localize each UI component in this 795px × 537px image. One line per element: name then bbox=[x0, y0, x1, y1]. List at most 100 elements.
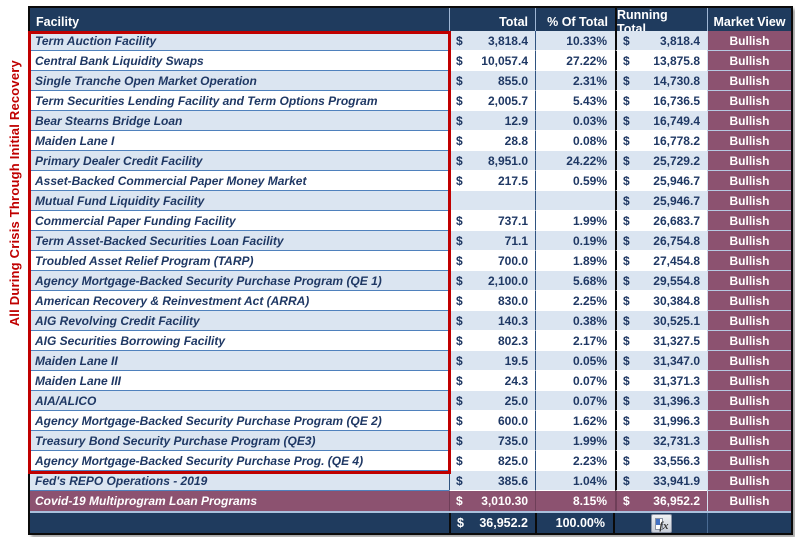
market-view-cell[interactable]: Bullish bbox=[707, 31, 791, 51]
total-cell[interactable]: $ 830.0 bbox=[449, 291, 535, 311]
percent-of-total-cell[interactable]: 0.07% bbox=[535, 371, 615, 391]
total-cell[interactable]: $ 8,951.0 bbox=[449, 151, 535, 171]
total-cell[interactable]: $ 855.0 bbox=[449, 71, 535, 91]
running-total-cell[interactable]: $ 30,384.8 bbox=[615, 291, 707, 311]
market-view-cell[interactable]: Bullish bbox=[707, 491, 791, 511]
percent-of-total-cell[interactable]: 1.89% bbox=[535, 251, 615, 271]
total-cell[interactable]: $ 25.0 bbox=[449, 391, 535, 411]
percent-of-total-cell[interactable]: 8.15% bbox=[535, 491, 615, 511]
autosum-fx-smart-tag-button[interactable]: fx bbox=[650, 513, 672, 533]
market-view-cell[interactable]: Bullish bbox=[707, 451, 791, 471]
percent-of-total-cell[interactable]: 5.43% bbox=[535, 91, 615, 111]
total-cell[interactable]: $ 700.0 bbox=[449, 251, 535, 271]
running-total-cell[interactable]: $ 25,946.7 bbox=[615, 171, 707, 191]
total-cell[interactable]: $ 217.5 bbox=[449, 171, 535, 191]
running-total-cell[interactable]: $ 27,454.8 bbox=[615, 251, 707, 271]
grand-total-percent-cell[interactable]: 100.00% bbox=[535, 513, 615, 533]
running-total-cell[interactable]: $ 36,952.2 bbox=[615, 491, 707, 511]
facility-cell[interactable]: Single Tranche Open Market Operation bbox=[30, 71, 449, 91]
running-total-cell[interactable]: $ 31,396.3 bbox=[615, 391, 707, 411]
running-total-cell[interactable]: $ 16,778.2 bbox=[615, 131, 707, 151]
market-view-cell[interactable]: Bullish bbox=[707, 111, 791, 131]
running-total-cell[interactable]: $ 29,554.8 bbox=[615, 271, 707, 291]
total-cell[interactable]: $ 140.3 bbox=[449, 311, 535, 331]
percent-of-total-cell[interactable]: 0.05% bbox=[535, 351, 615, 371]
facility-cell[interactable]: Troubled Asset Relief Program (TARP) bbox=[30, 251, 449, 271]
facility-cell[interactable]: Central Bank Liquidity Swaps bbox=[30, 51, 449, 71]
facility-cell[interactable]: Agency Mortgage-Backed Security Purchase… bbox=[30, 451, 449, 471]
percent-of-total-cell[interactable]: 27.22% bbox=[535, 51, 615, 71]
market-view-cell[interactable]: Bullish bbox=[707, 411, 791, 431]
running-total-cell[interactable]: $ 16,736.5 bbox=[615, 91, 707, 111]
running-total-cell[interactable]: $ 3,818.4 bbox=[615, 31, 707, 51]
market-view-cell[interactable]: Bullish bbox=[707, 211, 791, 231]
market-view-cell[interactable]: Bullish bbox=[707, 431, 791, 451]
total-cell[interactable]: $ 802.3 bbox=[449, 331, 535, 351]
facility-cell[interactable]: Maiden Lane II bbox=[30, 351, 449, 371]
market-view-cell[interactable]: Bullish bbox=[707, 391, 791, 411]
facility-cell[interactable]: American Recovery & Reinvestment Act (AR… bbox=[30, 291, 449, 311]
facility-cell[interactable]: Maiden Lane I bbox=[30, 131, 449, 151]
percent-of-total-cell[interactable]: 0.07% bbox=[535, 391, 615, 411]
total-cell[interactable]: $ 28.8 bbox=[449, 131, 535, 151]
percent-of-total-cell[interactable]: 2.25% bbox=[535, 291, 615, 311]
total-cell[interactable]: $ 600.0 bbox=[449, 411, 535, 431]
facility-cell[interactable]: AIG Securities Borrowing Facility bbox=[30, 331, 449, 351]
facility-cell[interactable]: Treasury Bond Security Purchase Program … bbox=[30, 431, 449, 451]
facility-cell[interactable]: Term Securities Lending Facility and Ter… bbox=[30, 91, 449, 111]
total-cell[interactable]: $ 2,005.7 bbox=[449, 91, 535, 111]
market-view-cell[interactable]: Bullish bbox=[707, 191, 791, 211]
column-header-percent-of-total[interactable]: % Of Total bbox=[535, 8, 615, 36]
facility-cell[interactable]: Term Asset-Backed Securities Loan Facili… bbox=[30, 231, 449, 251]
facility-cell[interactable]: Term Auction Facility bbox=[30, 31, 449, 51]
running-total-cell[interactable]: $ 31,371.3 bbox=[615, 371, 707, 391]
market-view-cell[interactable]: Bullish bbox=[707, 151, 791, 171]
facility-cell[interactable]: Fed's REPO Operations - 2019 bbox=[30, 471, 449, 491]
running-total-cell[interactable]: $ 16,749.4 bbox=[615, 111, 707, 131]
percent-of-total-cell[interactable]: 24.22% bbox=[535, 151, 615, 171]
facility-cell[interactable]: Asset-Backed Commercial Paper Money Mark… bbox=[30, 171, 449, 191]
running-total-cell[interactable]: $ 31,327.5 bbox=[615, 331, 707, 351]
total-cell[interactable]: $ 2,100.0 bbox=[449, 271, 535, 291]
running-total-cell[interactable]: $ 25,729.2 bbox=[615, 151, 707, 171]
market-view-cell[interactable]: Bullish bbox=[707, 271, 791, 291]
facility-cell[interactable]: Mutual Fund Liquidity Facility bbox=[30, 191, 449, 211]
market-view-cell[interactable]: Bullish bbox=[707, 131, 791, 151]
total-cell[interactable]: $ 24.3 bbox=[449, 371, 535, 391]
market-view-cell[interactable]: Bullish bbox=[707, 311, 791, 331]
running-total-cell[interactable]: $ 26,683.7 bbox=[615, 211, 707, 231]
market-view-cell[interactable]: Bullish bbox=[707, 251, 791, 271]
total-cell[interactable]: $ 12.9 bbox=[449, 111, 535, 131]
percent-of-total-cell[interactable]: 10.33% bbox=[535, 31, 615, 51]
percent-of-total-cell[interactable]: 0.08% bbox=[535, 131, 615, 151]
facility-cell[interactable]: Commercial Paper Funding Facility bbox=[30, 211, 449, 231]
running-total-cell[interactable]: $ 14,730.8 bbox=[615, 71, 707, 91]
market-view-cell[interactable]: Bullish bbox=[707, 371, 791, 391]
running-total-cell[interactable]: $ 13,875.8 bbox=[615, 51, 707, 71]
total-cell[interactable]: $ 71.1 bbox=[449, 231, 535, 251]
facility-cell[interactable]: Bear Stearns Bridge Loan bbox=[30, 111, 449, 131]
total-cell[interactable]: $ 3,818.4 bbox=[449, 31, 535, 51]
market-view-cell[interactable]: Bullish bbox=[707, 351, 791, 371]
percent-of-total-cell[interactable]: 1.99% bbox=[535, 211, 615, 231]
percent-of-total-cell[interactable]: 2.23% bbox=[535, 451, 615, 471]
total-cell[interactable]: $ 10,057.4 bbox=[449, 51, 535, 71]
total-cell[interactable]: $ 19.5 bbox=[449, 351, 535, 371]
total-cell[interactable] bbox=[449, 191, 535, 211]
market-view-cell[interactable]: Bullish bbox=[707, 471, 791, 491]
facility-cell[interactable]: Primary Dealer Credit Facility bbox=[30, 151, 449, 171]
percent-of-total-cell[interactable]: 0.03% bbox=[535, 111, 615, 131]
percent-of-total-cell[interactable]: 1.99% bbox=[535, 431, 615, 451]
market-view-cell[interactable]: Bullish bbox=[707, 51, 791, 71]
running-total-cell[interactable]: $ 32,731.3 bbox=[615, 431, 707, 451]
facility-cell[interactable]: Agency Mortgage-Backed Security Purchase… bbox=[30, 411, 449, 431]
running-total-cell[interactable]: $ 30,525.1 bbox=[615, 311, 707, 331]
market-view-cell[interactable]: Bullish bbox=[707, 291, 791, 311]
running-total-cell[interactable]: $ 31,347.0 bbox=[615, 351, 707, 371]
running-total-cell[interactable]: $ 26,754.8 bbox=[615, 231, 707, 251]
percent-of-total-cell[interactable]: 1.04% bbox=[535, 471, 615, 491]
percent-of-total-cell[interactable]: 0.19% bbox=[535, 231, 615, 251]
percent-of-total-cell[interactable]: 0.59% bbox=[535, 171, 615, 191]
total-cell[interactable]: $ 385.6 bbox=[449, 471, 535, 491]
facility-cell[interactable]: AIG Revolving Credit Facility bbox=[30, 311, 449, 331]
